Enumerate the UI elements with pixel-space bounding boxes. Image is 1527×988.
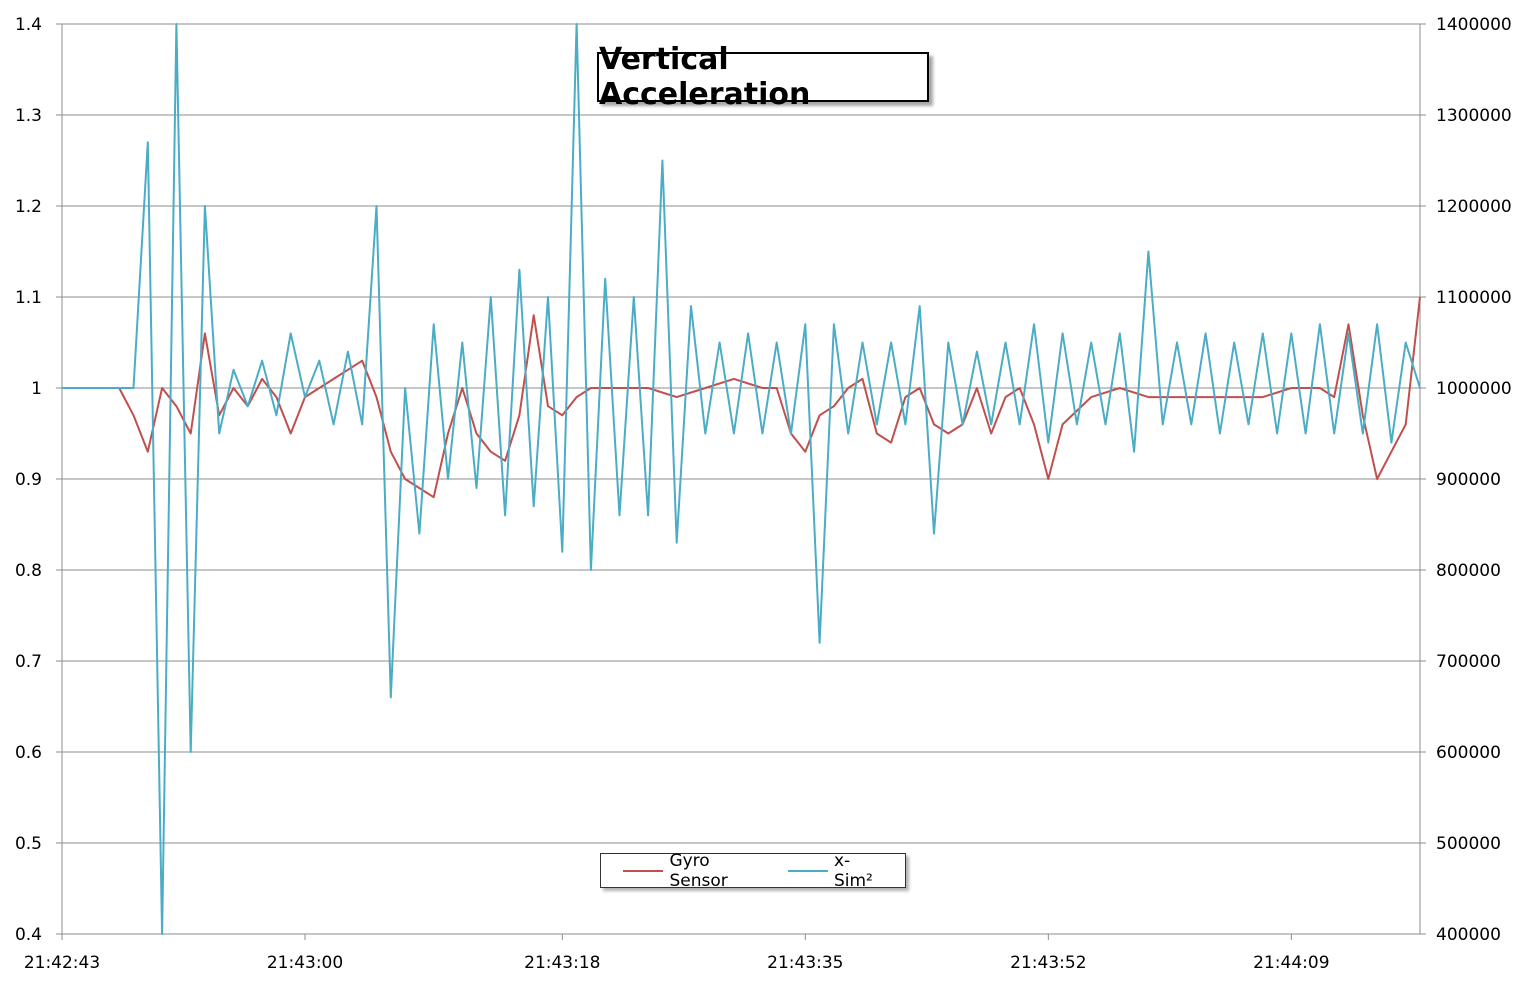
left-axis-ticks: 0.4 0.5 0.6 0.7 0.8 0.9 1 1.1 1.2 1.3 1.4 (15, 15, 62, 945)
chart-title-box: Vertical Acceleration (597, 42, 929, 112)
x-tick-label: 21:44:09 (1253, 953, 1329, 973)
legend: Gyro Sensor x-Sim² (600, 850, 906, 891)
legend-label-gyro-sensor: Gyro Sensor (669, 850, 728, 891)
x-tick-label: 21:42:43 (24, 953, 100, 973)
right-tick-label: 1100000 (1436, 288, 1512, 308)
right-tick-label: 500000 (1436, 834, 1501, 854)
left-tick-label: 0.8 (15, 561, 42, 581)
x-tick-label: 21:43:52 (1010, 953, 1086, 973)
series-line-x-sim (62, 23, 1421, 935)
series-layer (62, 23, 1421, 935)
right-tick-label: 900000 (1436, 470, 1501, 490)
legend-swatch-x-sim (787, 869, 828, 872)
left-tick-label: 0.4 (15, 925, 42, 945)
legend-swatch-gyro-sensor (623, 869, 664, 872)
x-tick-label: 21:43:00 (267, 953, 343, 973)
left-tick-label: 1.2 (15, 197, 42, 217)
right-tick-label: 1200000 (1436, 197, 1512, 217)
chart-title: Vertical Acceleration (599, 42, 811, 112)
left-tick-label: 0.9 (15, 470, 42, 490)
x-tick-label: 21:43:18 (524, 953, 600, 973)
right-tick-label: 1000000 (1436, 379, 1512, 399)
legend-item-gyro-sensor: Gyro Sensor (623, 851, 770, 891)
right-tick-label: 1400000 (1436, 15, 1512, 35)
gridlines (62, 23, 1420, 935)
right-tick-label: 400000 (1436, 925, 1501, 945)
right-tick-label: 600000 (1436, 743, 1501, 763)
legend-item-x-sim: x-Sim² (787, 850, 887, 891)
x-axis-ticks: 21:42:43 21:43:00 21:43:18 21:43:35 21:43:52… (24, 934, 1330, 973)
left-tick-label: 1.4 (15, 15, 42, 35)
right-tick-label: 800000 (1436, 561, 1501, 581)
left-tick-label: 1 (31, 379, 42, 399)
left-tick-label: 0.7 (15, 652, 42, 672)
left-tick-label: 0.5 (15, 834, 42, 854)
legend-label-x-sim: x-Sim² (833, 850, 873, 891)
right-tick-label: 700000 (1436, 652, 1501, 672)
right-tick-label: 1300000 (1436, 106, 1512, 126)
x-tick-label: 21:43:35 (767, 953, 843, 973)
series-line-gyro-sensor (62, 296, 1421, 499)
left-tick-label: 1.1 (15, 288, 42, 308)
left-tick-label: 0.6 (15, 743, 42, 763)
left-tick-label: 1.3 (15, 106, 42, 126)
right-axis-ticks: 400000 500000 600000 700000 800000 900000 1000… (1420, 15, 1512, 945)
